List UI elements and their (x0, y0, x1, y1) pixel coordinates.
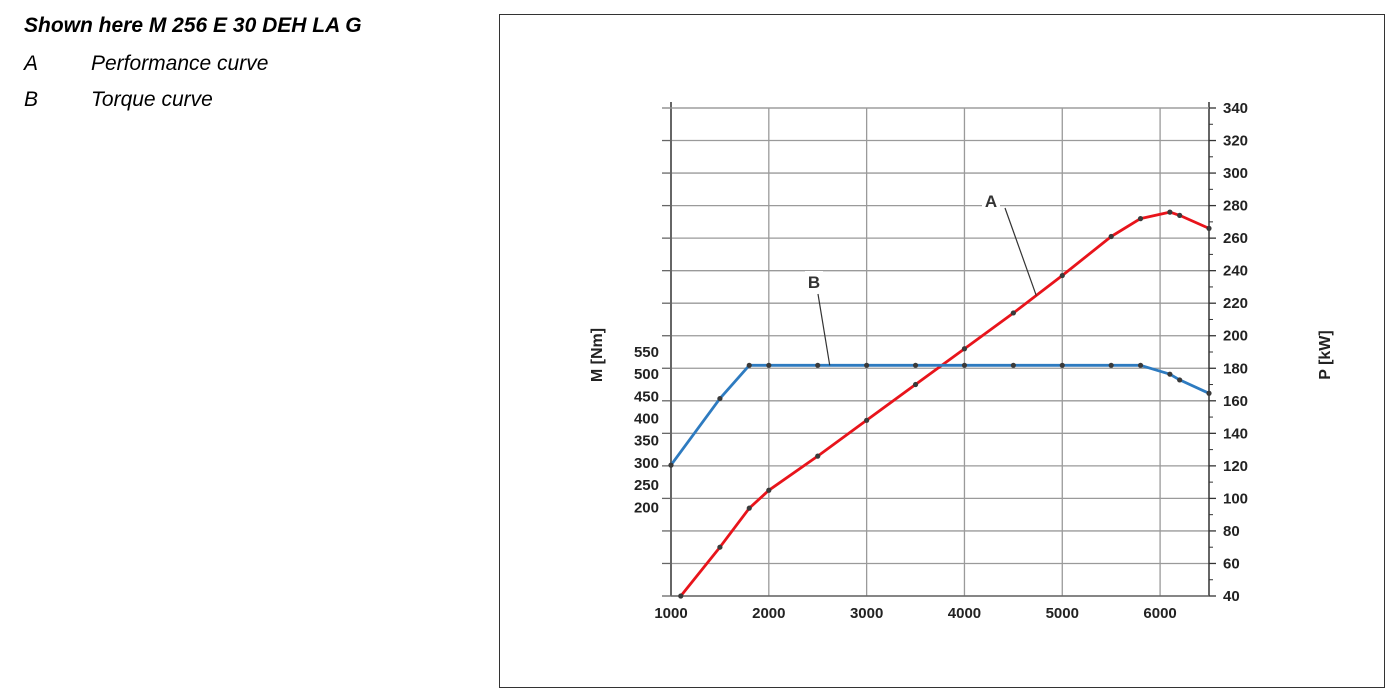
series-A-point-10 (1108, 233, 1114, 240)
series-B-point-6 (912, 362, 919, 368)
series-A-point-6 (912, 381, 919, 388)
right-tick-label-180: 180 (1223, 360, 1248, 377)
series-B-point-8 (1010, 362, 1016, 368)
x-tick-label-1000: 1000 (654, 605, 687, 622)
series-B-point-14 (1206, 390, 1212, 396)
series-B-point-0 (668, 462, 674, 468)
right-tick-label-280: 280 (1223, 198, 1248, 215)
callout-b-bg (805, 271, 823, 293)
series-B-point-11 (1137, 362, 1144, 368)
callout-a-leader (1004, 207, 1037, 296)
legend-key-a: A (24, 52, 39, 75)
series-A-point-2 (746, 505, 752, 511)
callout-b-label: B (808, 273, 820, 292)
legend-label-a: Performance curve (91, 52, 269, 75)
right-axis-title: P [kW] (1317, 330, 1334, 379)
right-tick-label-260: 260 (1223, 230, 1248, 247)
right-tick-label-240: 240 (1223, 263, 1248, 280)
left-tick-label-350: 350 (634, 433, 659, 450)
series (668, 209, 1212, 599)
chart-frame: 1000 2000 3000 4000 5000 6000 200 250 300 350 400 4… (499, 14, 1385, 688)
right-tick-label-100: 100 (1223, 490, 1248, 507)
series-B-point-2 (746, 362, 752, 368)
right-tick-label-80: 80 (1223, 523, 1240, 540)
legend-label-b: Torque curve (91, 88, 213, 111)
right-tick-label-300: 300 (1223, 165, 1248, 182)
series-B-line (669, 363, 1210, 466)
series-B-point-4 (815, 362, 821, 368)
engine-performance-chart: 1000 2000 3000 4000 5000 6000 200 250 300 350 400 4… (589, 100, 1334, 622)
series-A-point-8 (1010, 310, 1016, 316)
left-tick-label-450: 450 (634, 388, 659, 405)
x-tick-label-4000: 4000 (948, 605, 981, 622)
series-B-point-3 (766, 362, 772, 368)
left-tick-label-400: 400 (634, 411, 659, 428)
series-B-point-9 (1059, 362, 1065, 368)
left-tick-label-250: 250 (634, 477, 659, 494)
right-tick-label-40: 40 (1223, 588, 1240, 605)
series-B-point-1 (717, 395, 723, 402)
left-tick-label-300: 300 (634, 455, 659, 472)
series-A-point-0 (678, 593, 684, 599)
right-tick-label-140: 140 (1223, 425, 1248, 442)
right-tick-label-340: 340 (1223, 100, 1248, 117)
series-A-point-4 (815, 453, 821, 459)
callout-a-label: A (985, 192, 997, 211)
series-A-point-12 (1167, 209, 1173, 215)
series-B-point-10 (1108, 362, 1114, 368)
left-tick-label-200: 200 (634, 499, 659, 516)
legend-item-a: A Performance curve (24, 46, 464, 82)
series-B-point-12 (1167, 371, 1173, 377)
series-A-point-3 (766, 487, 772, 493)
left-tick-label-550: 550 (634, 344, 659, 361)
series-A-point-1 (717, 544, 723, 550)
series-A-point-5 (864, 417, 870, 423)
series-A-point-14 (1206, 225, 1212, 231)
right-tick-label-120: 120 (1223, 458, 1248, 475)
x-tick-label-2000: 2000 (752, 605, 785, 622)
right-tick-label-220: 220 (1223, 295, 1248, 312)
x-tick-label-3000: 3000 (850, 605, 883, 622)
callout-a-bg (982, 190, 1000, 212)
labels: AB (805, 190, 1037, 366)
series-B-point-13 (1177, 377, 1183, 383)
series-B-point-5 (864, 362, 870, 368)
right-tick-label-320: 320 (1223, 133, 1248, 150)
series-A-point-11 (1137, 216, 1144, 222)
right-tick-label-60: 60 (1223, 555, 1240, 572)
right-tick-label-160: 160 (1223, 393, 1248, 410)
x-tick-label-6000: 6000 (1143, 605, 1176, 622)
left-tick-label-500: 500 (634, 366, 659, 383)
figure-caption: Shown here M 256 E 30 DEH LA G A Perform… (24, 12, 464, 118)
callout-b-leader (817, 293, 831, 366)
series-A-point-9 (1059, 272, 1065, 279)
grid (670, 107, 1209, 597)
axes: 1000 2000 3000 4000 5000 6000 200 250 300 350 400 4… (589, 100, 1334, 622)
series-A-point-7 (961, 346, 968, 352)
right-tick-label-200: 200 (1223, 328, 1248, 345)
series-B-point-7 (961, 362, 968, 368)
legend-key-b: B (24, 88, 39, 111)
x-tick-label-5000: 5000 (1046, 605, 1079, 622)
legend-item-b: B Torque curve (24, 82, 464, 118)
caption-title: Shown here M 256 E 30 DEH LA G (24, 14, 362, 37)
left-axis-title: M [Nm] (589, 328, 606, 382)
series-A-line (679, 210, 1210, 597)
series-A-point-13 (1177, 212, 1183, 218)
